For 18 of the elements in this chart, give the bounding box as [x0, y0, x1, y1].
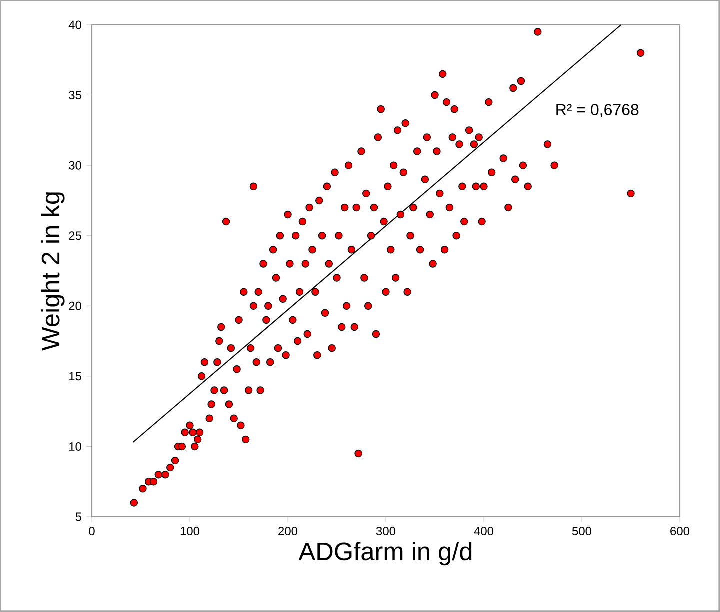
y-tick-label: 25: [69, 232, 82, 240]
y-tick-label: 20: [69, 302, 82, 310]
y-tick-label: 15: [70, 372, 82, 381]
y-tick-label: 10: [70, 442, 82, 451]
y-tick-label: 40: [68, 20, 82, 30]
x-axis-title: ADGfarm in g/d: [298, 542, 472, 566]
annotation: R² = 0,6768: [556, 104, 639, 118]
x-tick-label: 0: [89, 527, 95, 536]
y-tick-label: 5: [76, 512, 82, 522]
y-tick-label: 30: [69, 161, 82, 170]
x-tick-label: 100: [180, 527, 200, 536]
x-tick-label: 200: [278, 527, 298, 536]
x-tick-label: 400: [474, 527, 494, 536]
x-tick-label: 300: [376, 527, 396, 536]
y-axis-title: Weight 2 in kg: [41, 192, 65, 351]
x-tick-label: 600: [670, 527, 690, 536]
y-tick-label: 35: [69, 91, 82, 100]
x-tick-label: 500: [572, 527, 592, 536]
